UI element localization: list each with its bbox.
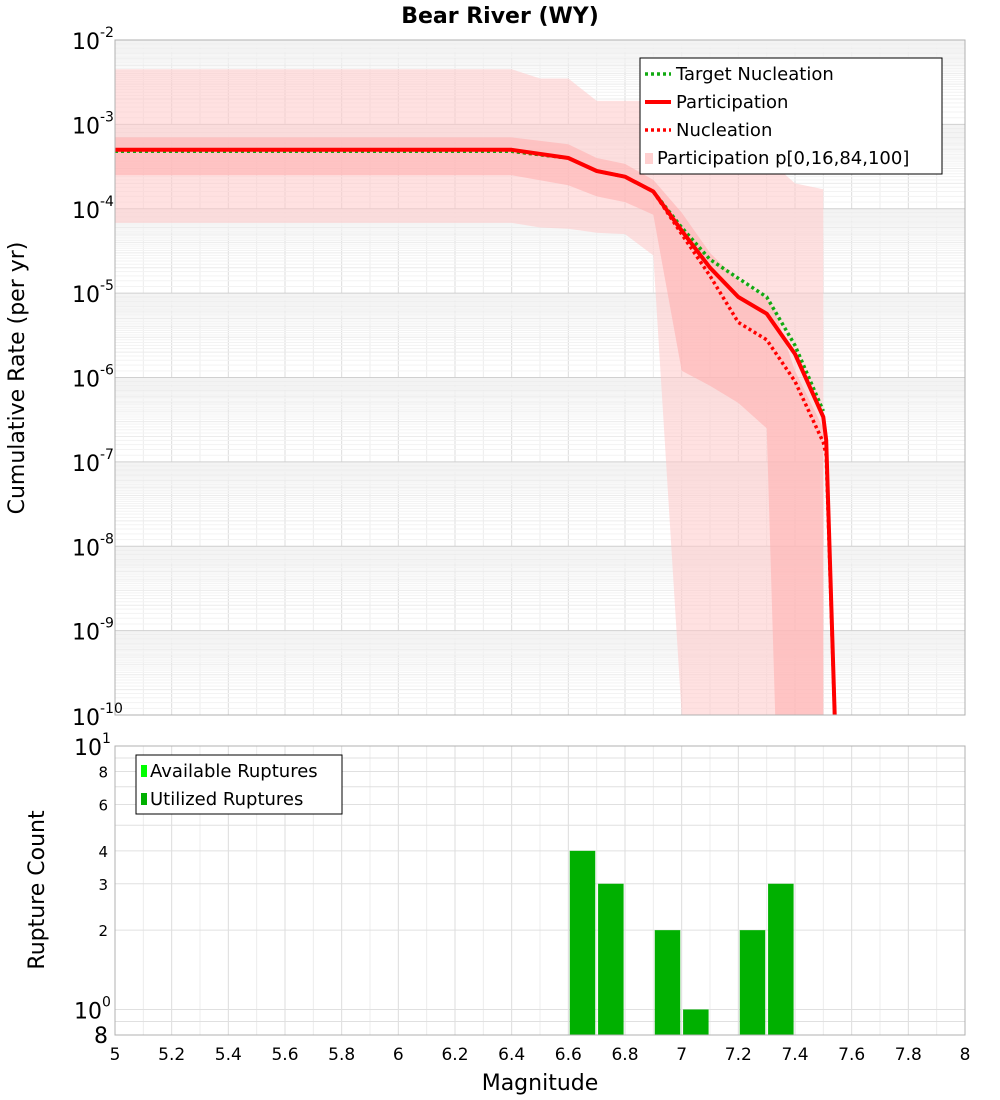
x-tick-label: 6.8 (611, 1045, 638, 1065)
y-tick-label: 8 (98, 764, 108, 782)
top-plot-frame (114, 39, 966, 716)
y-tick-label: 10-6 (72, 363, 114, 393)
x-tick-label: 5 (110, 1045, 121, 1065)
y-tick-label: 6 (98, 796, 108, 814)
y-axis-label-bottom: Rupture Count (25, 810, 50, 970)
x-tick-label: 6.6 (555, 1045, 582, 1065)
y-tick-label: 10-2 (72, 25, 114, 55)
x-tick-label: 7.4 (781, 1045, 808, 1065)
y-tick-label: 10-3 (72, 109, 114, 139)
legend-label: Participation (676, 92, 788, 113)
bottom-plot-frame (114, 745, 966, 1036)
legend-swatch-band (645, 153, 653, 164)
y-tick-label: 2 (98, 922, 108, 940)
y-tick-label: 10-9 (72, 616, 114, 646)
y-tick-label: 10-4 (72, 194, 114, 224)
legend-swatch-bar (141, 765, 147, 777)
bar-utilized-ruptures (598, 883, 624, 1035)
x-tick-label: 7.6 (838, 1045, 865, 1065)
legend-swatch-bar (141, 793, 147, 805)
bar-utilized-ruptures (768, 883, 794, 1035)
x-tick-label: 7.8 (895, 1045, 922, 1065)
bar-utilized-ruptures (683, 1009, 709, 1035)
x-tick-label: 6 (393, 1045, 404, 1065)
legend-label: Nucleation (676, 120, 772, 141)
y-tick-label: 10-8 (72, 531, 114, 561)
y-tick-label: 10-5 (72, 278, 114, 308)
x-tick-label: 8 (960, 1045, 971, 1065)
y-tick-label: 100 (74, 994, 111, 1024)
bar-utilized-ruptures (569, 850, 596, 1035)
legend-label: Participation p[0,16,84,100] (657, 148, 909, 169)
bar-utilized-ruptures (739, 930, 766, 1035)
x-axis-label: Magnitude (482, 1071, 599, 1096)
y-tick-label: 10-10 (72, 701, 123, 731)
legend-label: Available Ruptures (150, 761, 318, 782)
bar-utilized-ruptures (654, 930, 681, 1035)
x-tick-label: 5.2 (158, 1045, 185, 1065)
participation-band-0 (115, 69, 824, 716)
bottom-legend-box (135, 754, 343, 815)
y-axis-label-top: Cumulative Rate (per yr) (5, 242, 30, 515)
y-tick-label: 3 (98, 876, 108, 894)
y-tick-label: 4 (98, 843, 108, 861)
y-tick-label: 10-7 (72, 447, 114, 477)
x-tick-label: 6.2 (441, 1045, 468, 1065)
x-tick-label: 7.2 (725, 1045, 752, 1065)
legend-label: Utilized Ruptures (150, 789, 303, 810)
x-tick-label: 5.4 (215, 1045, 242, 1065)
y-tick-label: 101 (74, 731, 111, 761)
y-tick-label: 8 (94, 1024, 108, 1049)
legend-label: Target Nucleation (675, 64, 834, 85)
x-tick-label: 6.4 (498, 1045, 525, 1065)
x-tick-label: 7 (676, 1045, 687, 1065)
x-tick-label: 5.6 (271, 1045, 298, 1065)
top-legend-box (639, 57, 943, 175)
chart-title: Bear River (WY) (401, 4, 599, 29)
top-plot-area: 10-2 10-3 10-4 10-5 10-6 10-7 10-8 10-9 10-10 Tar… (72, 25, 966, 731)
series-line-participation (115, 147, 837, 716)
x-tick-label: 5.8 (328, 1045, 355, 1065)
